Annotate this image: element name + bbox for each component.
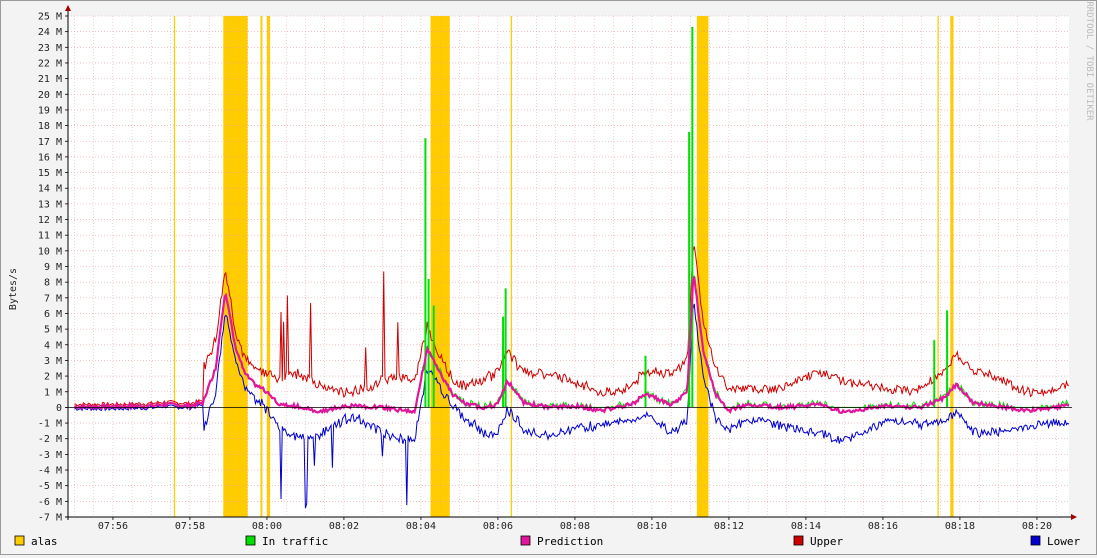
- x-tick-label: 08:12: [714, 521, 744, 532]
- watermark: RRDTOOL / TOBI OETIKER: [1084, 1, 1094, 121]
- x-tick-label: 08:14: [791, 521, 821, 532]
- y-tick-label: -4 M: [38, 466, 62, 477]
- y-tick-label: 19 M: [38, 105, 62, 116]
- y-tick-label: 9 M: [44, 262, 62, 273]
- axes: [65, 5, 1077, 520]
- y-axis-label: Bytes/s: [8, 268, 19, 310]
- y-tick-label: 24 M: [38, 27, 62, 38]
- legend-swatch: [520, 535, 531, 546]
- y-tick-label: 3 M: [44, 356, 62, 367]
- y-tick-label: -3 M: [38, 450, 62, 461]
- alarm-band: [173, 16, 176, 517]
- x-tick-label: 08:06: [483, 521, 513, 532]
- y-tick-label: 21 M: [38, 74, 62, 85]
- x-tick-label: 08:02: [329, 521, 359, 532]
- x-tick-label: 08:16: [868, 521, 898, 532]
- y-tick-label: 13 M: [38, 199, 62, 210]
- y-tick-label: 12 M: [38, 215, 62, 226]
- y-tick-label: 0: [56, 403, 62, 414]
- y-tick-label: 16 M: [38, 152, 62, 163]
- legend-item-alas: alas: [14, 535, 58, 548]
- y-tick-label: -7 M: [38, 513, 62, 524]
- legend-swatch: [245, 535, 256, 546]
- legend-item-upper: Upper: [793, 535, 843, 548]
- y-tick-label: 15 M: [38, 168, 62, 179]
- y-tick-label: 7 M: [44, 293, 62, 304]
- alarm-band: [510, 16, 513, 517]
- y-tick-labels: 25 M 24 M 23 M 22 M 21 M 20 M 19 M 18 M 17 M 16 M…: [38, 12, 68, 524]
- y-tick-label: 25 M: [38, 12, 62, 23]
- legend-swatch: [1030, 535, 1041, 546]
- y-tick-label: 2 M: [44, 372, 62, 383]
- y-tick-label: -2 M: [38, 434, 62, 445]
- alarm-band: [260, 16, 263, 517]
- y-tick-label: -5 M: [38, 481, 62, 492]
- y-tick-label: 5 M: [44, 325, 62, 336]
- alarm-band: [950, 16, 954, 517]
- lower-line: [74, 303, 1070, 509]
- x-tick-label: 08:18: [945, 521, 975, 532]
- legend-label: Lower: [1047, 535, 1080, 548]
- upper-line: [74, 246, 1070, 407]
- legend-label: In traffic: [262, 535, 328, 548]
- legend-item-lower: Lower: [1030, 535, 1080, 548]
- in-traffic-line: [421, 275, 1070, 410]
- x-tick-label: 07:56: [98, 521, 128, 532]
- y-tick-label: -1 M: [38, 419, 62, 430]
- y-tick-label: 14 M: [38, 184, 62, 195]
- series-lines: [74, 26, 1070, 509]
- legend-label: alas: [31, 535, 58, 548]
- y-tick-label: 11 M: [38, 231, 62, 242]
- prediction-line: [74, 276, 1070, 415]
- y-tick-label: 22 M: [38, 58, 62, 69]
- y-tick-label: 8 M: [44, 278, 62, 289]
- x-axis-arrow: [1071, 514, 1077, 520]
- x-tick-label: 08:08: [560, 521, 590, 532]
- y-tick-label: 6 M: [44, 309, 62, 320]
- y-tick-label: -6 M: [38, 497, 62, 508]
- y-tick-label: 17 M: [38, 137, 62, 148]
- legend-label: Prediction: [537, 535, 603, 548]
- alarm-band: [266, 16, 271, 517]
- legend-item-pred: Prediction: [520, 535, 603, 548]
- x-tick-labels: 07:56 07:58 08:00 08:02 08:04 08:06 08:08 08:10…: [98, 517, 1052, 532]
- y-tick-label: 4 M: [44, 340, 62, 351]
- legend: alas In traffic Prediction Upper Lower: [14, 535, 1080, 548]
- y-tick-label: 23 M: [38, 43, 62, 54]
- y-tick-label: 1 M: [44, 387, 62, 398]
- y-tick-label: 18 M: [38, 121, 62, 132]
- legend-swatch: [14, 535, 25, 546]
- legend-item-in: In traffic: [245, 535, 328, 548]
- alarm-band: [696, 16, 709, 517]
- legend-label: Upper: [810, 535, 843, 548]
- alarm-band: [223, 16, 248, 517]
- legend-swatch: [793, 535, 804, 546]
- x-tick-label: 07:58: [175, 521, 205, 532]
- y-tick-label: 20 M: [38, 90, 62, 101]
- x-tick-label: 08:00: [252, 521, 282, 532]
- y-axis-arrow: [65, 5, 71, 11]
- x-tick-label: 08:10: [637, 521, 667, 532]
- y-tick-label: 10 M: [38, 246, 62, 257]
- x-tick-label: 08:20: [1022, 521, 1052, 532]
- alarm-bands: [173, 16, 954, 517]
- x-tick-label: 08:04: [406, 521, 436, 532]
